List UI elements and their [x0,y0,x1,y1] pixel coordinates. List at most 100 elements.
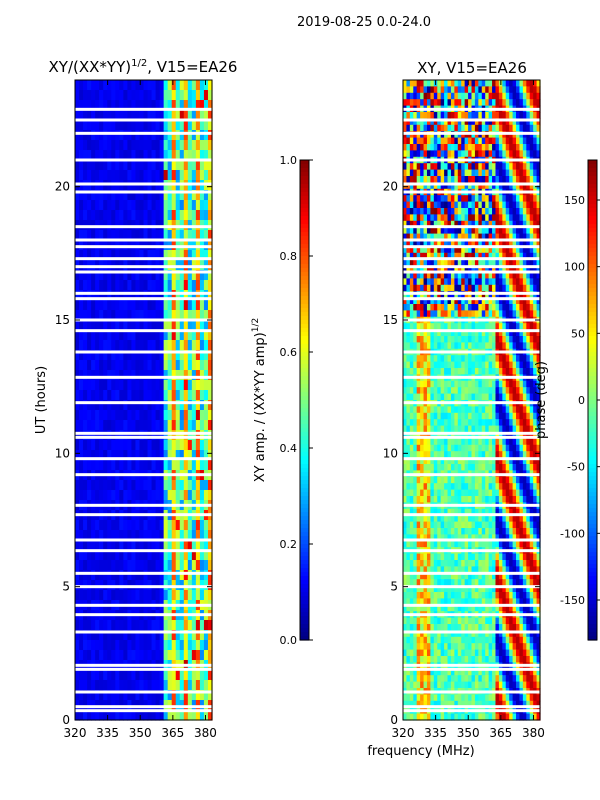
data-gap [75,585,212,589]
heatmap-cell [461,336,466,343]
heatmap-cell [444,278,449,286]
heatmap-cell [123,570,128,581]
heatmap-cell [95,560,100,571]
heatmap-cell [123,200,128,211]
colorbar-segment [300,356,309,361]
colorbar-segment [300,244,309,249]
heatmap-cell [536,112,541,119]
heatmap-cell [187,550,193,561]
heatmap-cell [464,150,469,158]
data-gap [75,118,212,122]
heatmap-cell [155,340,161,351]
heatmap-cell [495,483,500,491]
heatmap-cell [492,99,497,107]
heatmap-cell [481,265,486,273]
heatmap-cell [195,250,201,261]
heatmap-cell [426,310,431,318]
heatmap-cell [478,176,483,183]
heatmap-cell [187,690,193,701]
heatmap-cell [135,80,141,91]
heatmap-cell [485,342,490,350]
heatmap-cell [183,250,189,261]
heatmap-cell [498,233,503,241]
heatmap-cell [187,630,193,641]
heatmap-cell [461,368,466,375]
heatmap-cell [95,250,100,261]
heatmap-cell [139,450,145,461]
colorbar-segment [300,188,309,193]
heatmap-cell [509,419,514,427]
heatmap-cell [111,430,116,441]
heatmap-cell [468,476,473,484]
heatmap-cell [454,412,459,420]
heatmap-cell [143,630,149,641]
heatmap-cell [478,393,483,401]
heatmap-cell [159,370,165,381]
heatmap-cell [135,140,141,151]
heatmap-cell [403,342,408,350]
heatmap-cell [123,620,128,631]
heatmap-cell [440,419,445,427]
heatmap-cell [119,120,124,131]
heatmap-cell [115,200,120,211]
heatmap-cell [191,190,197,201]
heatmap-cell [406,86,411,94]
heatmap-cell [147,690,153,701]
heatmap-cell [423,150,428,158]
heatmap-cell [526,80,531,87]
heatmap-cell [187,190,193,201]
heatmap-cell [509,323,514,331]
heatmap-cell [119,330,124,341]
heatmap-cell [474,201,479,209]
heatmap-cell [485,393,490,401]
heatmap-cell [115,190,120,201]
heatmap-cell [498,368,503,375]
heatmap-cell [99,630,104,641]
heatmap-cell [498,272,503,279]
heatmap-cell [529,489,534,497]
heatmap-cell [437,412,442,420]
heatmap-cell [195,100,201,111]
heatmap-cell [481,380,486,388]
heatmap-cell [171,200,177,211]
heatmap-cell [139,480,145,491]
heatmap-cell [191,210,197,221]
heatmap-cell [522,259,527,267]
heatmap-cell [127,170,133,181]
heatmap-cell [195,380,201,391]
colorbar-segment [300,164,309,169]
heatmap-cell [505,252,510,260]
heatmap-cell [127,110,133,121]
heatmap-cell [492,476,497,484]
heatmap-cell [529,380,534,388]
heatmap-cell [430,355,435,363]
heatmap-cell [191,200,197,211]
heatmap-cell [111,410,116,421]
heatmap-cell [183,110,189,121]
heatmap-cell [119,430,124,441]
heatmap-cell [107,110,112,121]
heatmap-cell [522,342,527,350]
heatmap-cell [131,210,137,221]
data-gap [75,238,212,242]
heatmap-cell [512,419,517,427]
heatmap-cell [207,550,213,561]
heatmap-cell [91,330,96,341]
heatmap-cell [183,540,189,551]
heatmap-cell [516,259,521,267]
heatmap-cell [115,270,120,281]
heatmap-cell [203,480,209,491]
heatmap-cell [167,550,173,561]
heatmap-cell [464,233,469,241]
heatmap-cell [406,329,411,337]
heatmap-cell [522,323,527,331]
heatmap-cell [79,520,84,531]
heatmap-cell [450,380,455,388]
heatmap-cell [143,160,149,171]
heatmap-cell [454,387,459,395]
heatmap-cell [195,420,201,431]
heatmap-cell [103,530,108,541]
heatmap-cell [403,92,408,100]
heatmap-cell [406,425,411,433]
heatmap-cell [492,246,497,254]
